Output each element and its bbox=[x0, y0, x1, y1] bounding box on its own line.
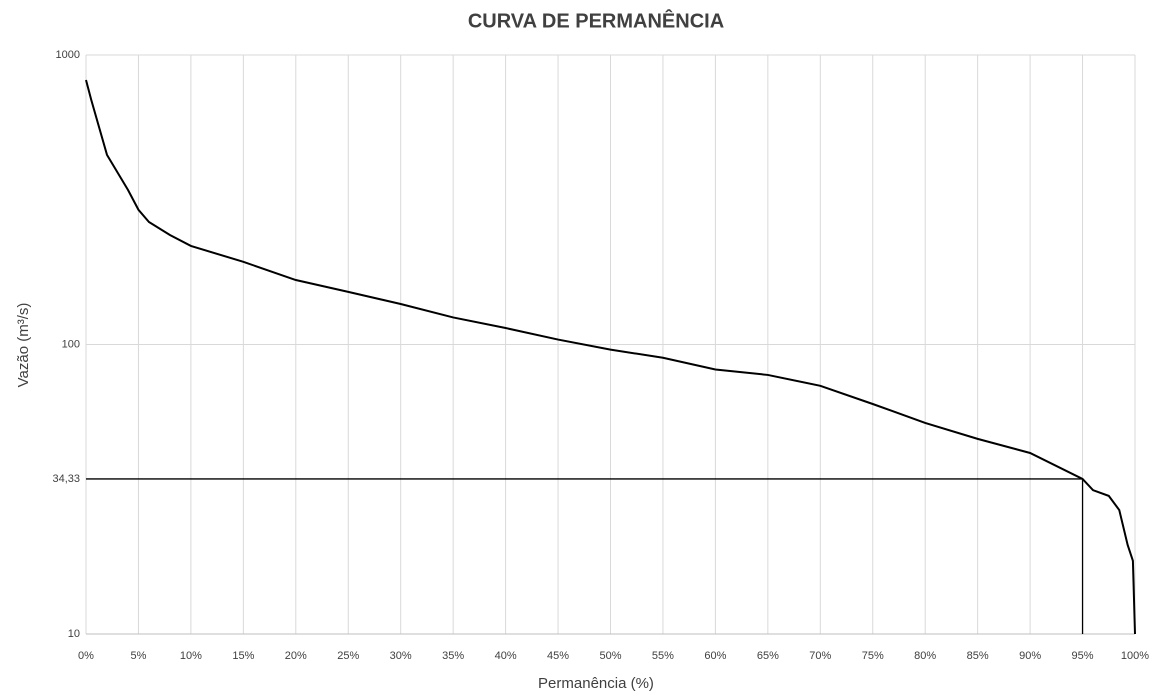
x-tick-label: 30% bbox=[390, 650, 412, 662]
x-tick-label: 60% bbox=[704, 650, 726, 662]
chart-title: CURVA DE PERMANÊNCIA bbox=[468, 8, 724, 32]
x-tick-label: 95% bbox=[1072, 650, 1094, 662]
x-tick-label: 90% bbox=[1019, 650, 1041, 662]
x-axis-label: Permanência (%) bbox=[538, 675, 654, 692]
x-tick-label: 45% bbox=[547, 650, 569, 662]
x-tick-label: 5% bbox=[130, 650, 146, 662]
x-tick-label: 85% bbox=[967, 650, 989, 662]
x-tick-label: 50% bbox=[599, 650, 621, 662]
x-tick-label: 10% bbox=[180, 650, 202, 662]
x-tick-label: 100% bbox=[1121, 650, 1149, 662]
x-tick-label: 65% bbox=[757, 650, 779, 662]
y-tick-label: 1000 bbox=[56, 49, 80, 61]
data-line bbox=[85, 79, 1136, 635]
x-tick-label: 80% bbox=[914, 650, 936, 662]
x-tick-label: 0% bbox=[78, 650, 94, 662]
x-tick-label: 20% bbox=[285, 650, 307, 662]
x-tick-label: 35% bbox=[442, 650, 464, 662]
x-tick-label: 75% bbox=[862, 650, 884, 662]
x-tick-label: 70% bbox=[809, 650, 831, 662]
x-tick-label: 15% bbox=[232, 650, 254, 662]
y-tick-label: 34,33 bbox=[52, 473, 80, 485]
x-tick-label: 40% bbox=[495, 650, 517, 662]
x-tick-label: 25% bbox=[337, 650, 359, 662]
y-tick-label: 10 bbox=[68, 628, 80, 640]
y-axis-label: Vazão (m³/s) bbox=[15, 303, 32, 388]
x-tick-label: 55% bbox=[652, 650, 674, 662]
y-tick-label: 100 bbox=[62, 338, 80, 350]
